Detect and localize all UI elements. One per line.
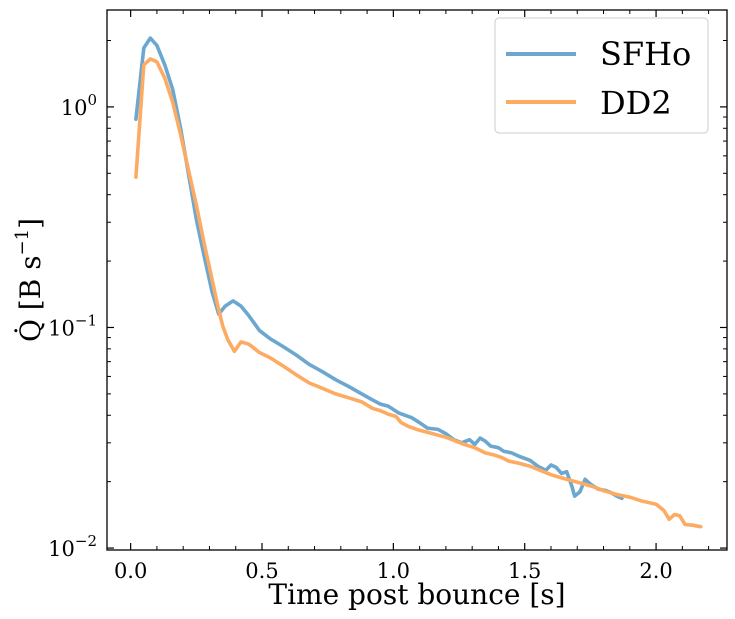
x-tick-label: 0.0	[114, 559, 147, 583]
y-tick-label-exponent: −1	[75, 311, 97, 329]
legend: SFHo DD2	[494, 17, 709, 134]
y-tick-label: 10−2	[48, 532, 97, 561]
series-line-dd2	[134, 57, 703, 529]
series-layer	[134, 36, 703, 529]
svg-text:Q̇ [B s−1]: Q̇ [B s−1]	[12, 218, 47, 342]
y-tick-label: 10−1	[48, 311, 97, 340]
x-tick-label: 1.5	[508, 559, 541, 583]
y-tick-label-base: 10	[48, 316, 75, 340]
legend-label-sfho: SFHo	[600, 35, 691, 73]
y-tick-label-exponent: −2	[75, 532, 97, 550]
plot-frame	[106, 9, 728, 551]
y-axis-label: Q̇ [B s−1]	[12, 218, 47, 342]
legend-label-dd2: DD2	[600, 84, 672, 122]
x-axis-label: Time post bounce [s]	[268, 578, 565, 611]
y-tick-label-exponent: 0	[87, 91, 97, 109]
y-tick-label-base: 10	[48, 537, 75, 561]
minor-tick-layer	[107, 10, 727, 550]
legend-box	[494, 17, 709, 134]
y-tick-label-base: 10	[61, 96, 88, 120]
x-tick-label: 1.0	[377, 559, 410, 583]
x-tick-label: 0.5	[245, 559, 278, 583]
x-tick-label: 2.0	[639, 559, 672, 583]
y-axis-label-end: ]	[14, 218, 47, 229]
y-tick-label: 100	[61, 91, 97, 120]
y-axis-label-exponent: −1	[12, 229, 33, 256]
y-axis-label-base: Q̇ [B s	[14, 255, 47, 342]
series-line-sfho	[134, 36, 624, 501]
